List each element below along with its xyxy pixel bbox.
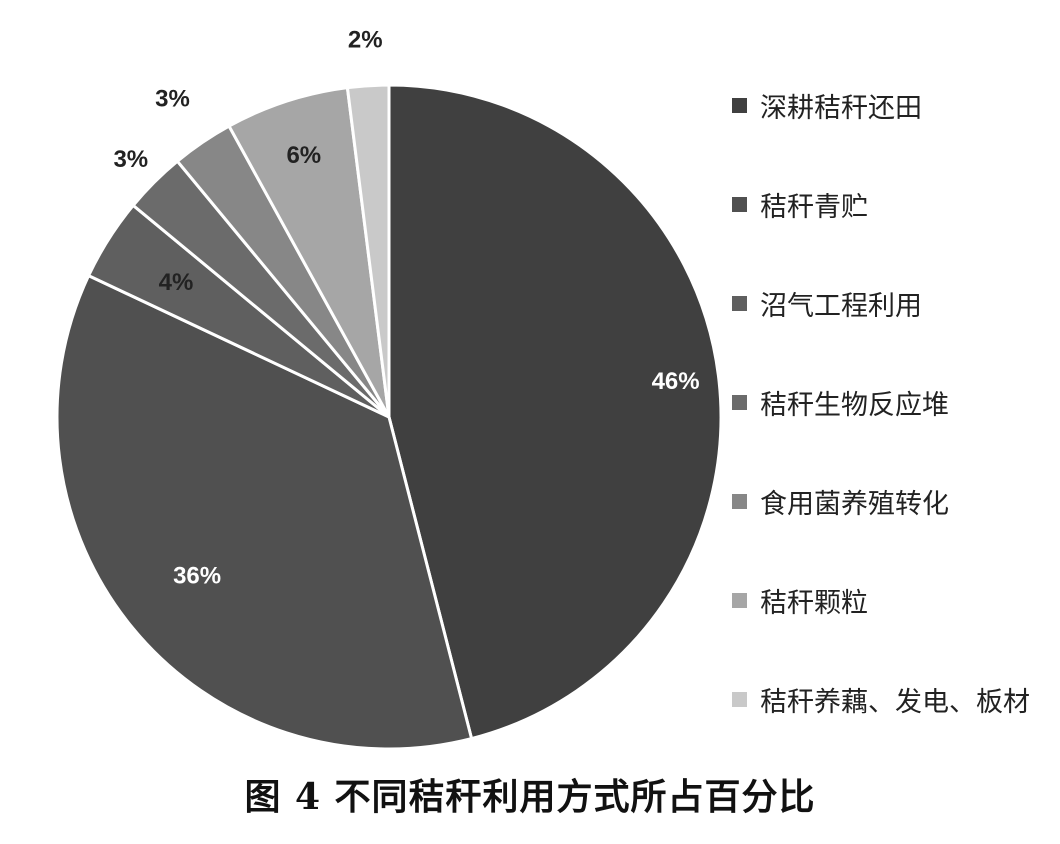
legend-label: 秸秆生物反应堆 <box>760 390 949 421</box>
slice-data-label: 36% <box>173 563 221 590</box>
legend-item: 沼气工程利用 <box>732 282 1058 381</box>
pie-slice <box>345 83 391 418</box>
slice-data-label: 3% <box>155 86 190 113</box>
legend-swatch <box>732 692 747 707</box>
legend-item: 秸秆青贮 <box>732 183 1058 282</box>
legend-swatch <box>732 98 747 113</box>
figure-caption: 图 4 不同秸秆利用方式所占百分比 <box>244 776 816 818</box>
legend: 深耕秸秆还田 秸秆青贮沼气工程利用 秸秆生物反应堆 食用菌养殖转化 秸秆颗粒秸秆养藕、发… <box>732 84 1058 777</box>
slice-data-label: 46% <box>652 368 700 395</box>
slice-data-label: 3% <box>113 146 148 173</box>
legend-label: 秸秆养藕、发电、板材 <box>760 687 1030 718</box>
pie-slice <box>227 85 391 418</box>
legend-swatch <box>732 494 747 509</box>
legend-label: 秸秆颗粒 <box>760 588 868 619</box>
legend-swatch <box>732 296 747 311</box>
slice-data-label: 4% <box>159 269 194 296</box>
legend-item: 深耕秸秆还田 <box>732 84 1058 183</box>
legend-label: 沼气工程利用 <box>760 291 922 322</box>
legend-item: 秸秆生物反应堆 <box>732 381 1058 480</box>
slice-data-label: 2% <box>348 26 383 53</box>
pie-slice <box>387 83 723 741</box>
legend-item: 食用菌养殖转化 <box>732 480 1058 579</box>
pie-slice <box>55 273 474 751</box>
legend-label: 秸秆青贮 <box>760 192 868 223</box>
legend-label: 深耕秸秆还田 <box>760 93 922 124</box>
legend-swatch <box>732 395 747 410</box>
legend-swatch <box>732 197 747 212</box>
legend-swatch <box>732 593 747 608</box>
legend-item: 秸秆养藕、发电、板材 <box>732 678 1058 777</box>
legend-item: 秸秆颗粒 <box>732 579 1058 678</box>
slice-data-label: 6% <box>286 142 321 169</box>
legend-label: 食用菌养殖转化 <box>760 489 949 520</box>
